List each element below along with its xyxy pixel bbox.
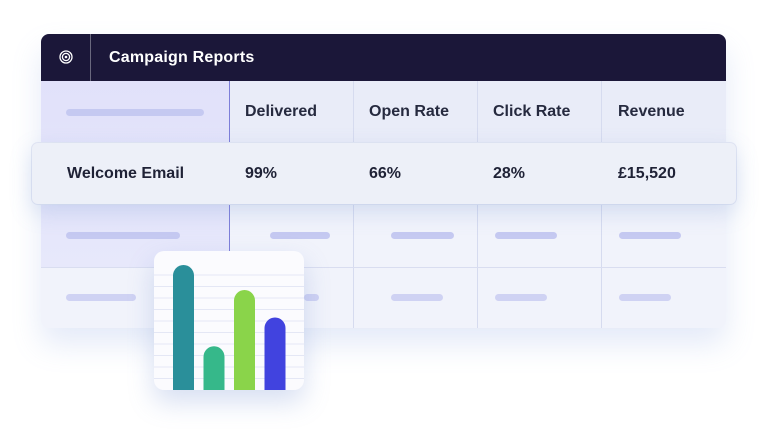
placeholder-bar [495, 232, 557, 239]
chart-bar [264, 317, 286, 390]
placeholder-bar [270, 232, 330, 239]
bar-chart [154, 265, 304, 390]
title-bar: Campaign Reports [41, 34, 726, 81]
cell-click-rate: 28% [493, 165, 526, 182]
placeholder-bar [495, 294, 547, 301]
placeholder-bar [66, 232, 180, 239]
chart-bar [173, 265, 194, 390]
cell-revenue: £15,520 [618, 165, 676, 182]
column-header-click-rate[interactable]: Click Rate [493, 103, 571, 120]
placeholder-bar [391, 294, 443, 301]
row-divider [41, 267, 726, 268]
column-divider [477, 81, 478, 328]
chart-bar [234, 290, 255, 390]
column-header-open-rate[interactable]: Open Rate [369, 103, 450, 120]
column-divider [353, 81, 354, 328]
placeholder-bar [619, 232, 681, 239]
placeholder-bar [66, 109, 204, 116]
placeholder-bar [619, 294, 671, 301]
column-header-revenue[interactable]: Revenue [618, 103, 685, 120]
chart-bar [203, 346, 225, 390]
cell-open-rate: 66% [369, 165, 402, 182]
campaign-reports-card: Campaign Reports Delivered Open Rate Cli… [41, 34, 726, 328]
column-divider [601, 81, 602, 328]
placeholder-bar [391, 232, 454, 239]
title-icon-cell [41, 34, 91, 81]
bar-chart-card [154, 251, 304, 390]
row-name: Welcome Email [67, 165, 185, 182]
column-header-delivered[interactable]: Delivered [245, 103, 318, 120]
page-title: Campaign Reports [109, 49, 255, 66]
table-row-welcome-email[interactable]: Welcome Email 99% 66% 28% £15,520 [32, 143, 736, 204]
placeholder-bar [304, 294, 319, 301]
placeholder-bar [66, 294, 136, 301]
cell-delivered: 99% [245, 165, 278, 182]
target-icon [59, 50, 73, 64]
